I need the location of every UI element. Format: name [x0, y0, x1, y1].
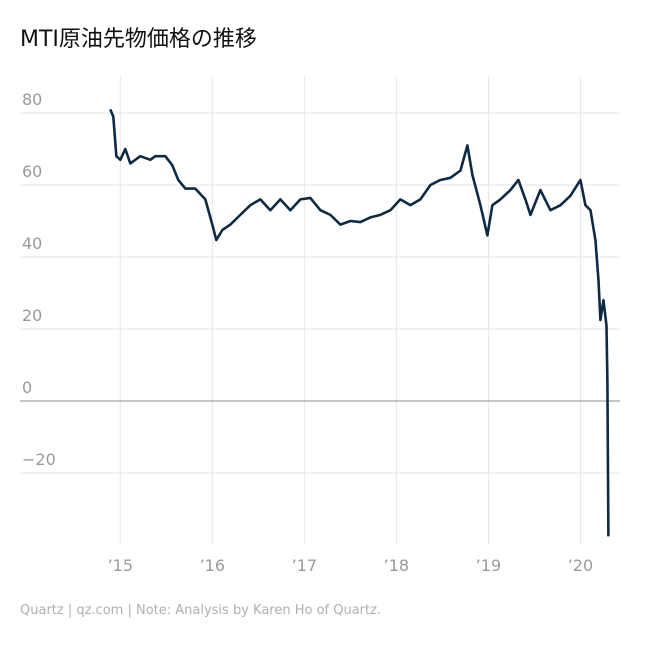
chart-title: MTI原油先物価格の推移 — [20, 27, 257, 52]
y-tick-label: 80 — [22, 90, 42, 109]
line — [109, 108, 610, 537]
y-tick-label: 0 — [22, 378, 32, 397]
y-tick-label: 60 — [22, 162, 42, 181]
y-tick-label: −20 — [22, 450, 56, 469]
x-tick-label: ’15 — [108, 556, 133, 575]
x-tick-label: ’16 — [200, 556, 225, 575]
x-tick-label: ’18 — [384, 556, 409, 575]
x-tick-label: ’17 — [292, 556, 317, 575]
x-tick-label: ’19 — [476, 556, 501, 575]
y-tick-label: 40 — [22, 234, 42, 253]
y-tick-label: 20 — [22, 306, 42, 325]
x-tick-label: ’20 — [568, 556, 593, 575]
footer: Quartz | qz.com | Note: Analysis by Kare… — [20, 603, 381, 618]
